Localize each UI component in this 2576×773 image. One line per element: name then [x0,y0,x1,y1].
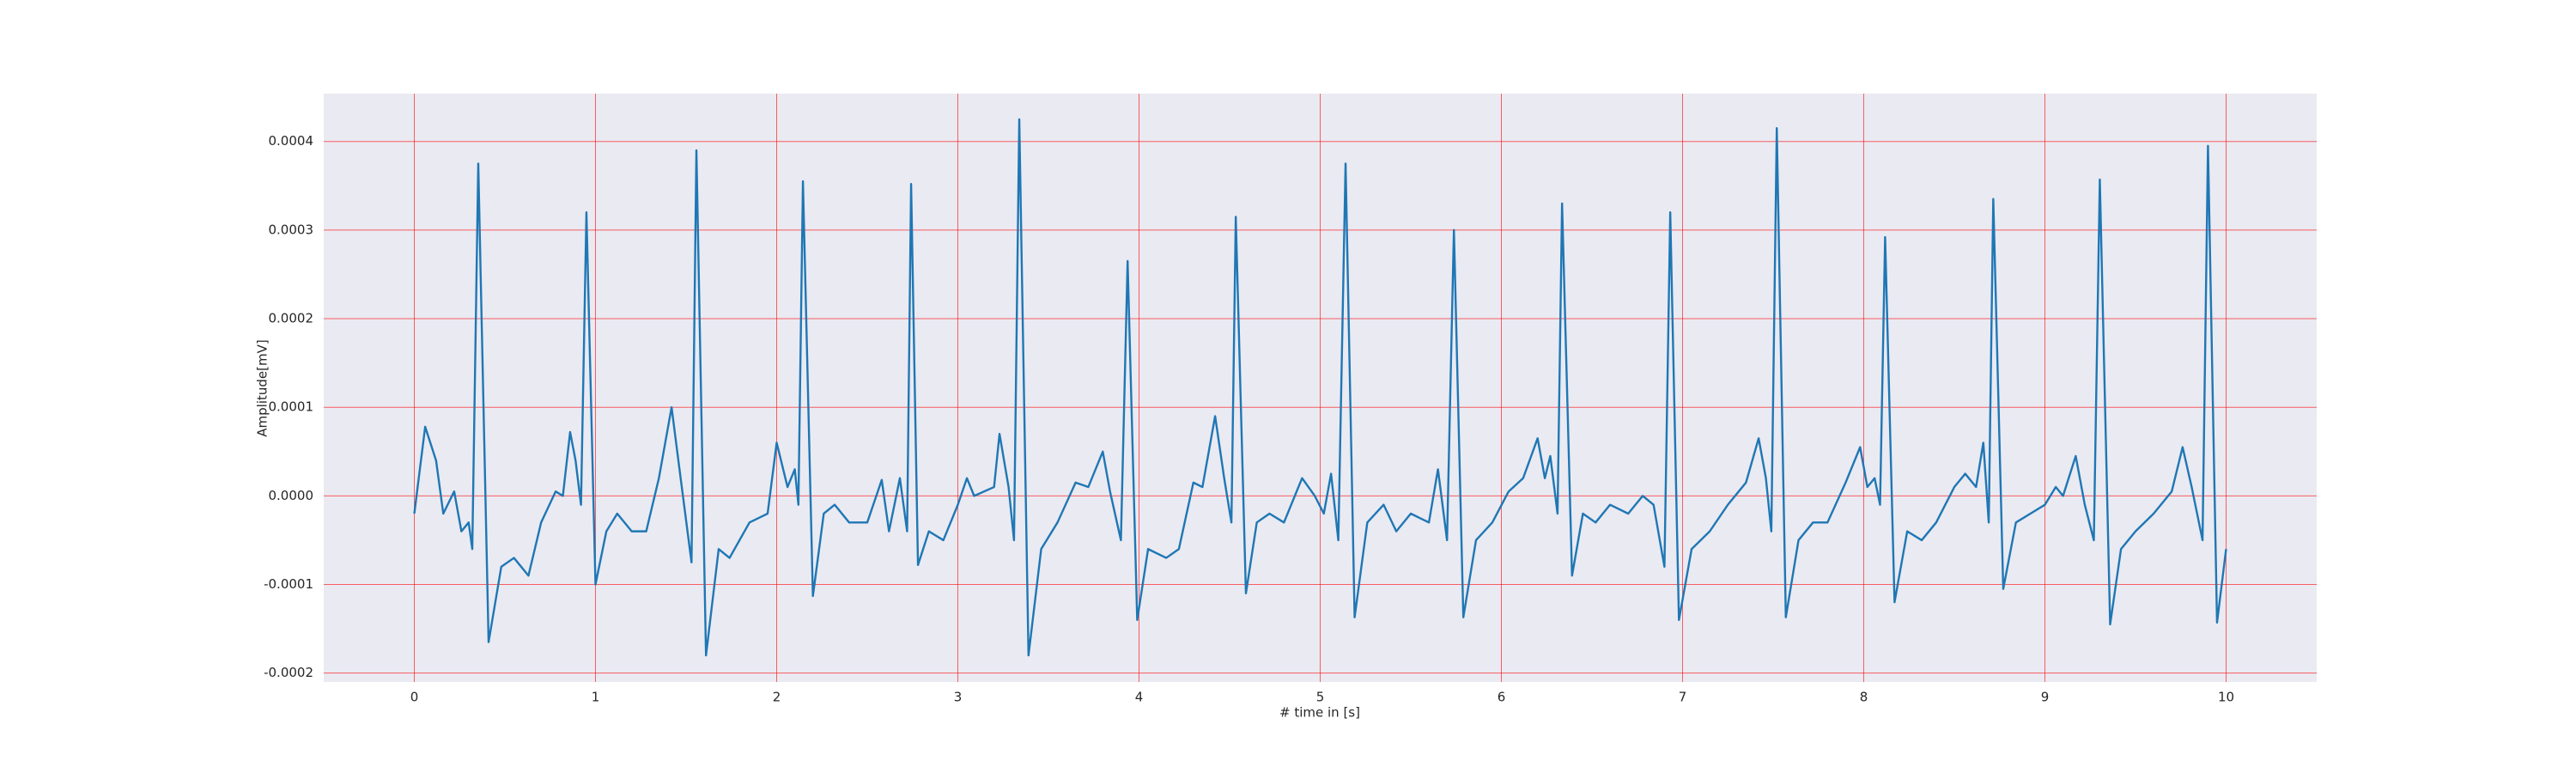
y-tick-label: 0.0003 [269,222,314,237]
y-tick-label: 0.0002 [269,311,314,326]
y-axis-label: Amplitude[mV] [255,339,270,436]
x-tick-label: 9 [2041,690,2050,705]
y-tick-label: 0.0004 [269,133,314,149]
x-tick-label: 8 [1860,690,1868,705]
x-tick-label: 10 [2218,690,2234,705]
x-tick-label: 0 [410,690,419,705]
x-tick-label: 7 [1679,690,1687,705]
y-tick-label: -0.0001 [264,576,313,592]
data-line [413,118,2227,657]
y-tick-label: 0.0000 [269,488,314,503]
x-axis-label: # time in [s] [1279,705,1360,721]
x-tick-label: 6 [1498,690,1506,705]
x-tick-label: 3 [954,690,963,705]
x-tick-label: 1 [592,690,600,705]
y-tick-label: -0.0002 [264,665,313,680]
y-tick-label: 0.0001 [269,399,314,415]
x-tick-label: 4 [1135,690,1144,705]
x-tick-label: 2 [773,690,781,705]
x-tick-label: 5 [1316,690,1325,705]
